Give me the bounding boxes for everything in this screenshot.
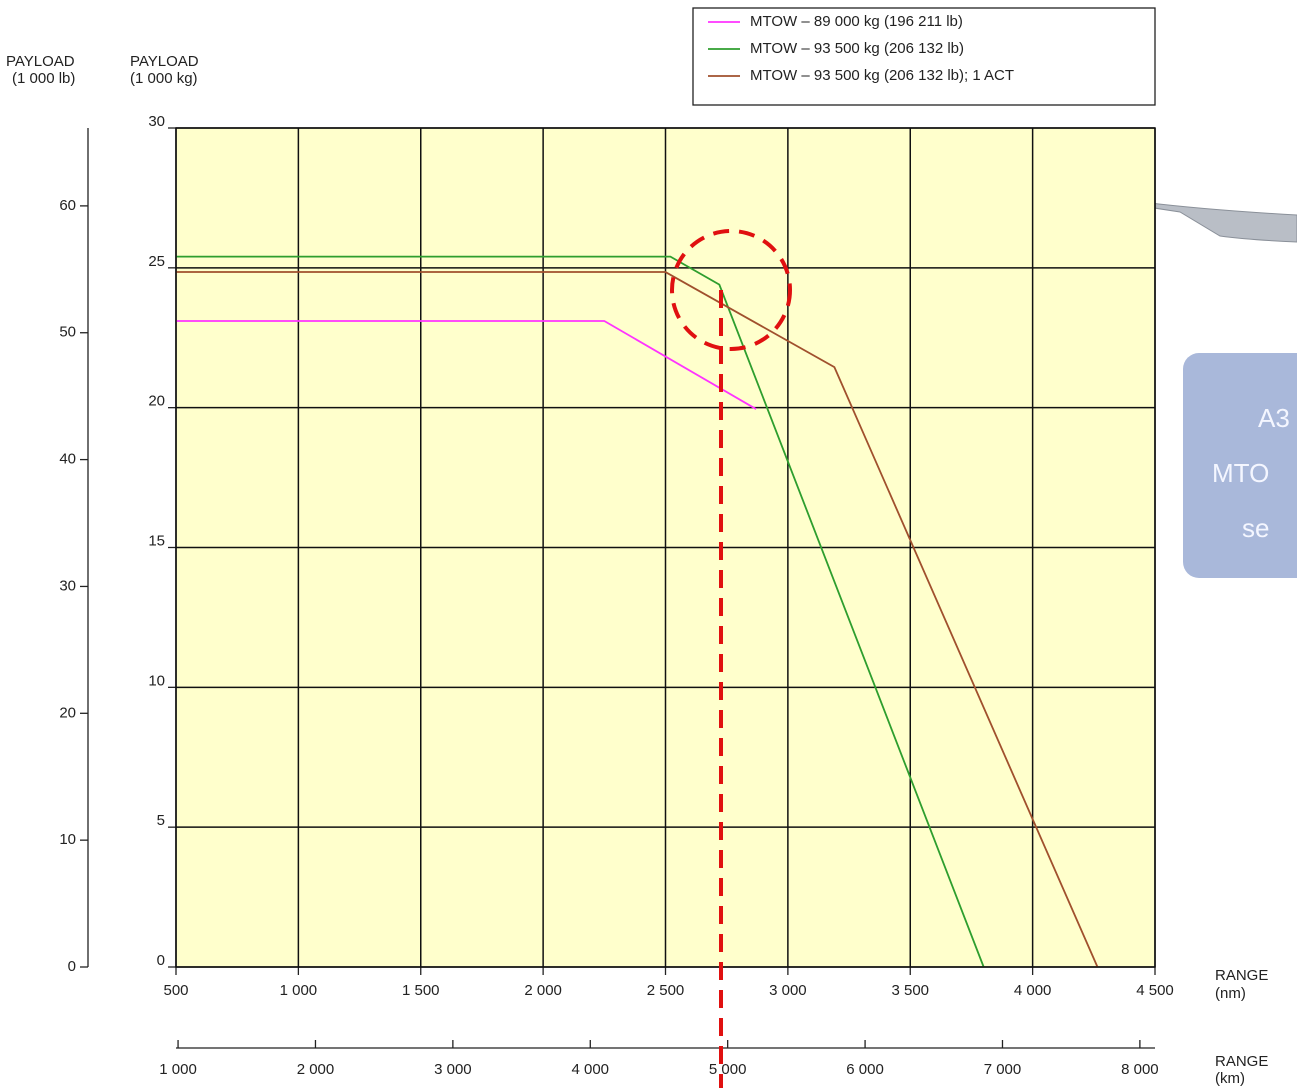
y-tick-label: 20 [148, 393, 165, 410]
highlight-circle [670, 229, 792, 351]
legend-label: MTOW – 93 500 kg (206 132 lb) [750, 40, 964, 57]
y-tick-label: 15 [148, 532, 165, 549]
legend-label: MTOW – 89 000 kg (196 211 lb) [750, 13, 963, 30]
y-axis-title: PAYLOAD [130, 53, 199, 70]
x-tick-label: 1 500 [402, 982, 440, 999]
y-tick-label: 30 [148, 113, 165, 130]
x2-axis-title: RANGE [1215, 1053, 1268, 1070]
x-tick-label: 4 500 [1136, 982, 1174, 999]
legend-box [692, 7, 1156, 106]
x2-tick-label: 3 000 [434, 1061, 472, 1078]
series-line [176, 255, 985, 968]
x-tick-label: 3 000 [769, 982, 807, 999]
y-tick-label: 0 [157, 952, 165, 969]
y2-tick-label: 30 [59, 577, 76, 594]
overlay-box [1183, 353, 1297, 578]
x-tick-label: 4 000 [1014, 982, 1052, 999]
x-tick-label: 1 000 [280, 982, 318, 999]
legend-label: MTOW – 93 500 kg (206 132 lb); 1 ACT [750, 67, 1014, 84]
y2-tick-label: 60 [59, 197, 76, 214]
series-line [176, 271, 1099, 968]
x-tick-label: 2 000 [524, 982, 562, 999]
x2-axis-title: (km) [1215, 1070, 1245, 1087]
y2-axis-title: PAYLOAD [6, 53, 75, 70]
y2-tick-label: 0 [68, 958, 76, 975]
x2-tick-label: 2 000 [297, 1061, 335, 1078]
x-tick-label: 500 [163, 982, 188, 999]
series-line [176, 320, 757, 410]
x2-tick-label: 1 000 [159, 1061, 197, 1078]
x2-tick-label: 6 000 [846, 1061, 884, 1078]
x-tick-label: 2 500 [647, 982, 685, 999]
y-tick-label: 5 [157, 812, 165, 829]
x2-tick-label: 5 000 [709, 1061, 747, 1078]
y-axis-title: (1 000 kg) [130, 70, 198, 87]
y2-tick-label: 10 [59, 831, 76, 848]
y2-tick-label: 20 [59, 704, 76, 721]
overlay-text: A3 [1258, 403, 1290, 433]
x-axis-title: (nm) [1215, 985, 1246, 1002]
x2-tick-label: 7 000 [984, 1061, 1022, 1078]
plot-frame [175, 127, 1156, 968]
y2-tick-label: 50 [59, 324, 76, 341]
y-tick-label: 25 [148, 253, 165, 270]
y-tick-label: 10 [148, 672, 165, 689]
x2-tick-label: 8 000 [1121, 1061, 1159, 1078]
overlay-text: MTO [1212, 458, 1269, 488]
y2-tick-label: 40 [59, 451, 76, 468]
y2-axis-title: (1 000 lb) [12, 70, 75, 87]
x2-tick-label: 4 000 [571, 1061, 609, 1078]
overlay-text: se [1242, 513, 1269, 543]
x-axis-title: RANGE [1215, 967, 1268, 984]
x-tick-label: 3 500 [891, 982, 929, 999]
